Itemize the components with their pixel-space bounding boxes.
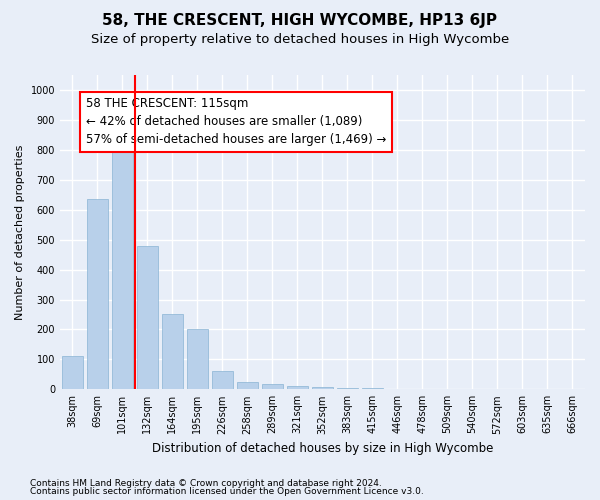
Bar [137,246,158,390]
Bar [312,387,333,390]
Text: 58, THE CRESCENT, HIGH WYCOMBE, HP13 6JP: 58, THE CRESCENT, HIGH WYCOMBE, HP13 6JP [103,12,497,28]
Bar [237,382,258,390]
Bar [87,199,108,390]
Text: 58 THE CRESCENT: 115sqm
← 42% of detached houses are smaller (1,089)
57% of semi: 58 THE CRESCENT: 115sqm ← 42% of detache… [86,98,386,146]
Bar [387,388,408,390]
Text: Size of property relative to detached houses in High Wycombe: Size of property relative to detached ho… [91,32,509,46]
Text: Contains public sector information licensed under the Open Government Licence v3: Contains public sector information licen… [30,487,424,496]
Bar [112,150,133,390]
Bar [287,386,308,390]
Bar [262,384,283,390]
Text: Contains HM Land Registry data © Crown copyright and database right 2024.: Contains HM Land Registry data © Crown c… [30,478,382,488]
X-axis label: Distribution of detached houses by size in High Wycombe: Distribution of detached houses by size … [152,442,493,455]
Bar [362,388,383,390]
Bar [162,314,183,390]
Bar [187,330,208,390]
Y-axis label: Number of detached properties: Number of detached properties [15,144,25,320]
Bar [62,356,83,390]
Bar [337,388,358,390]
Bar [212,372,233,390]
